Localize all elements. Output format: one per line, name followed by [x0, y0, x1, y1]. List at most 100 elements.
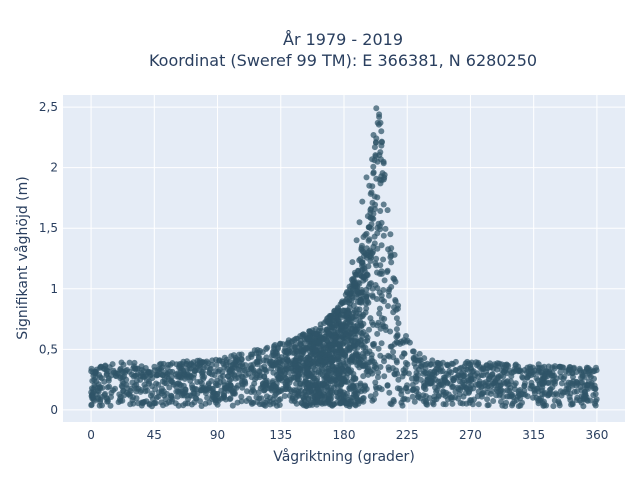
- data-point: [305, 335, 312, 342]
- data-point: [179, 392, 185, 399]
- data-point: [357, 356, 364, 363]
- data-point: [250, 399, 257, 406]
- data-point: [378, 296, 385, 303]
- data-point: [338, 400, 344, 407]
- data-point: [380, 158, 387, 165]
- data-point: [173, 361, 180, 368]
- data-point: [190, 386, 197, 393]
- data-point: [486, 375, 493, 382]
- data-point: [368, 189, 375, 196]
- data-point: [215, 397, 222, 404]
- data-point: [144, 387, 151, 394]
- data-point: [362, 309, 369, 316]
- data-point: [469, 368, 476, 375]
- x-tick-label: 315: [522, 428, 545, 442]
- data-point: [164, 365, 171, 372]
- data-point: [277, 396, 284, 403]
- data-point: [452, 358, 459, 365]
- data-point: [370, 163, 377, 170]
- data-point: [374, 269, 380, 276]
- data-point: [173, 388, 180, 395]
- data-point: [546, 387, 553, 394]
- data-point: [511, 386, 518, 393]
- data-point: [391, 304, 397, 311]
- data-point: [366, 236, 373, 243]
- data-point: [385, 303, 391, 309]
- data-point: [337, 375, 344, 382]
- data-point: [268, 387, 275, 394]
- data-point: [495, 373, 502, 380]
- data-point: [149, 403, 155, 410]
- data-point: [354, 321, 361, 328]
- data-point: [326, 401, 333, 408]
- data-point: [145, 368, 152, 375]
- data-point: [273, 350, 280, 357]
- data-point: [131, 359, 138, 366]
- data-point: [376, 223, 383, 230]
- data-point: [369, 199, 376, 206]
- data-point: [378, 242, 385, 249]
- data-point: [377, 325, 384, 332]
- data-point: [382, 225, 389, 232]
- data-point: [323, 383, 330, 390]
- data-point: [184, 366, 191, 373]
- data-point: [369, 156, 376, 163]
- data-point: [361, 249, 368, 256]
- data-point: [209, 392, 216, 399]
- data-point: [263, 357, 270, 364]
- x-tick-label: 270: [459, 428, 482, 442]
- data-point: [338, 381, 345, 388]
- data-point: [303, 403, 310, 410]
- data-point: [204, 394, 211, 401]
- data-point: [367, 359, 374, 366]
- data-point: [204, 386, 211, 393]
- y-tick-label: 2: [50, 161, 58, 175]
- data-point: [297, 341, 304, 348]
- data-point: [386, 389, 393, 396]
- data-point: [281, 393, 288, 399]
- data-point: [199, 370, 206, 377]
- data-point: [203, 364, 210, 371]
- data-point: [192, 395, 199, 402]
- data-point: [592, 390, 599, 397]
- data-point: [138, 402, 145, 409]
- data-point: [555, 398, 562, 405]
- data-point: [366, 182, 373, 189]
- data-point: [257, 372, 264, 379]
- data-point: [367, 315, 374, 322]
- data-point: [197, 364, 204, 371]
- data-point: [495, 363, 502, 370]
- data-point: [357, 380, 364, 387]
- data-point: [381, 277, 388, 284]
- data-point: [169, 396, 176, 403]
- data-point: [356, 306, 363, 313]
- data-point: [209, 357, 216, 364]
- data-point: [336, 349, 343, 356]
- data-point: [322, 393, 329, 400]
- data-point: [372, 260, 379, 267]
- data-point: [232, 375, 239, 382]
- data-point: [388, 283, 395, 290]
- data-point: [263, 346, 270, 352]
- data-point: [484, 396, 491, 403]
- data-point: [373, 365, 380, 371]
- data-point: [304, 380, 311, 387]
- data-point: [459, 400, 466, 407]
- data-point: [374, 330, 381, 337]
- data-point: [567, 367, 574, 374]
- data-point: [375, 374, 381, 381]
- data-point: [297, 355, 304, 362]
- data-point: [198, 387, 205, 394]
- data-point: [244, 366, 251, 373]
- data-point: [376, 289, 383, 296]
- data-point: [118, 368, 125, 374]
- data-point: [404, 361, 411, 368]
- x-tick-label: 90: [210, 428, 225, 442]
- data-point: [333, 370, 340, 377]
- data-point: [351, 338, 358, 345]
- data-point: [375, 345, 382, 352]
- data-point: [198, 403, 205, 409]
- data-point: [445, 391, 452, 398]
- data-point: [426, 374, 433, 381]
